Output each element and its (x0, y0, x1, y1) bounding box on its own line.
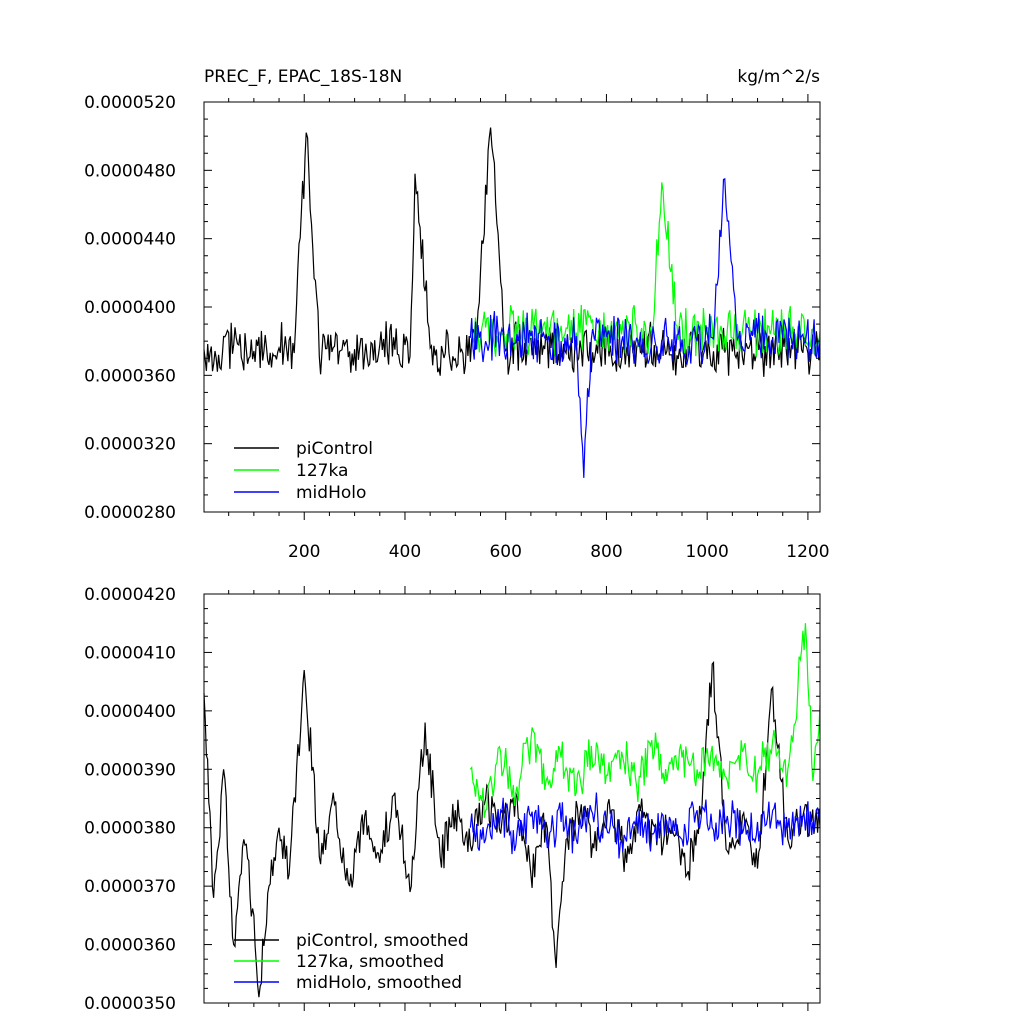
legend-label: 127ka (296, 461, 348, 481)
x-tick-label: 800 (590, 542, 622, 562)
x-tick-label: 1000 (686, 542, 729, 562)
x-tick-label: 400 (389, 542, 421, 562)
y-tick-label: 0.0000410 (84, 643, 176, 663)
series-line-picontrol-smoothed (203, 660, 821, 998)
top-panel: 0.0000280 0.0000320 0.0000360 0.0000400 0.00… (84, 93, 829, 562)
y-tick-label: 0.0000280 (84, 503, 176, 523)
y-tick-label: 0.0000380 (84, 819, 176, 839)
y-tick-label: 0.0000390 (84, 760, 176, 780)
y-tick-label: 0.0000440 (84, 230, 176, 250)
legend-label: piControl, smoothed (296, 931, 469, 951)
legend-label: piControl (296, 439, 373, 459)
series-line-picontrol (203, 127, 821, 377)
y-tick-label: 0.0000400 (84, 298, 176, 318)
legend-label: midHolo (296, 483, 366, 503)
series-group (203, 127, 821, 478)
y-tick-label: 0.0000360 (84, 366, 176, 386)
y-tick-label: 0.0000480 (84, 161, 176, 181)
series-line-midholo (469, 178, 821, 478)
legend-label: midHolo, smoothed (296, 973, 462, 993)
series-line-127ka-smoothed (469, 623, 821, 818)
y-tick-label: 0.0000400 (84, 702, 176, 722)
y-tick-label: 0.0000350 (84, 994, 176, 1014)
y-tick-label: 0.0000520 (84, 93, 176, 113)
y-tick-label: 0.0000360 (84, 936, 176, 956)
series-line-midholo-smoothed (469, 792, 821, 859)
series-group (203, 623, 821, 998)
chart-title-left: PREC_F, EPAC_18S-18N (204, 67, 402, 87)
chart-title-right: kg/m^2/s (737, 67, 820, 87)
legend-label: 127ka, smoothed (296, 952, 444, 972)
x-tick-label: 200 (288, 542, 320, 562)
y-tick-label: 0.0000320 (84, 435, 176, 455)
x-tick-label: 1200 (786, 542, 829, 562)
x-tick-label: 600 (489, 542, 521, 562)
y-tick-label: 0.0000370 (84, 877, 176, 897)
bottom-panel: 0.0000350 0.0000360 0.0000370 0.0000380 0.00… (84, 585, 821, 1014)
y-tick-label: 0.0000420 (84, 585, 176, 605)
